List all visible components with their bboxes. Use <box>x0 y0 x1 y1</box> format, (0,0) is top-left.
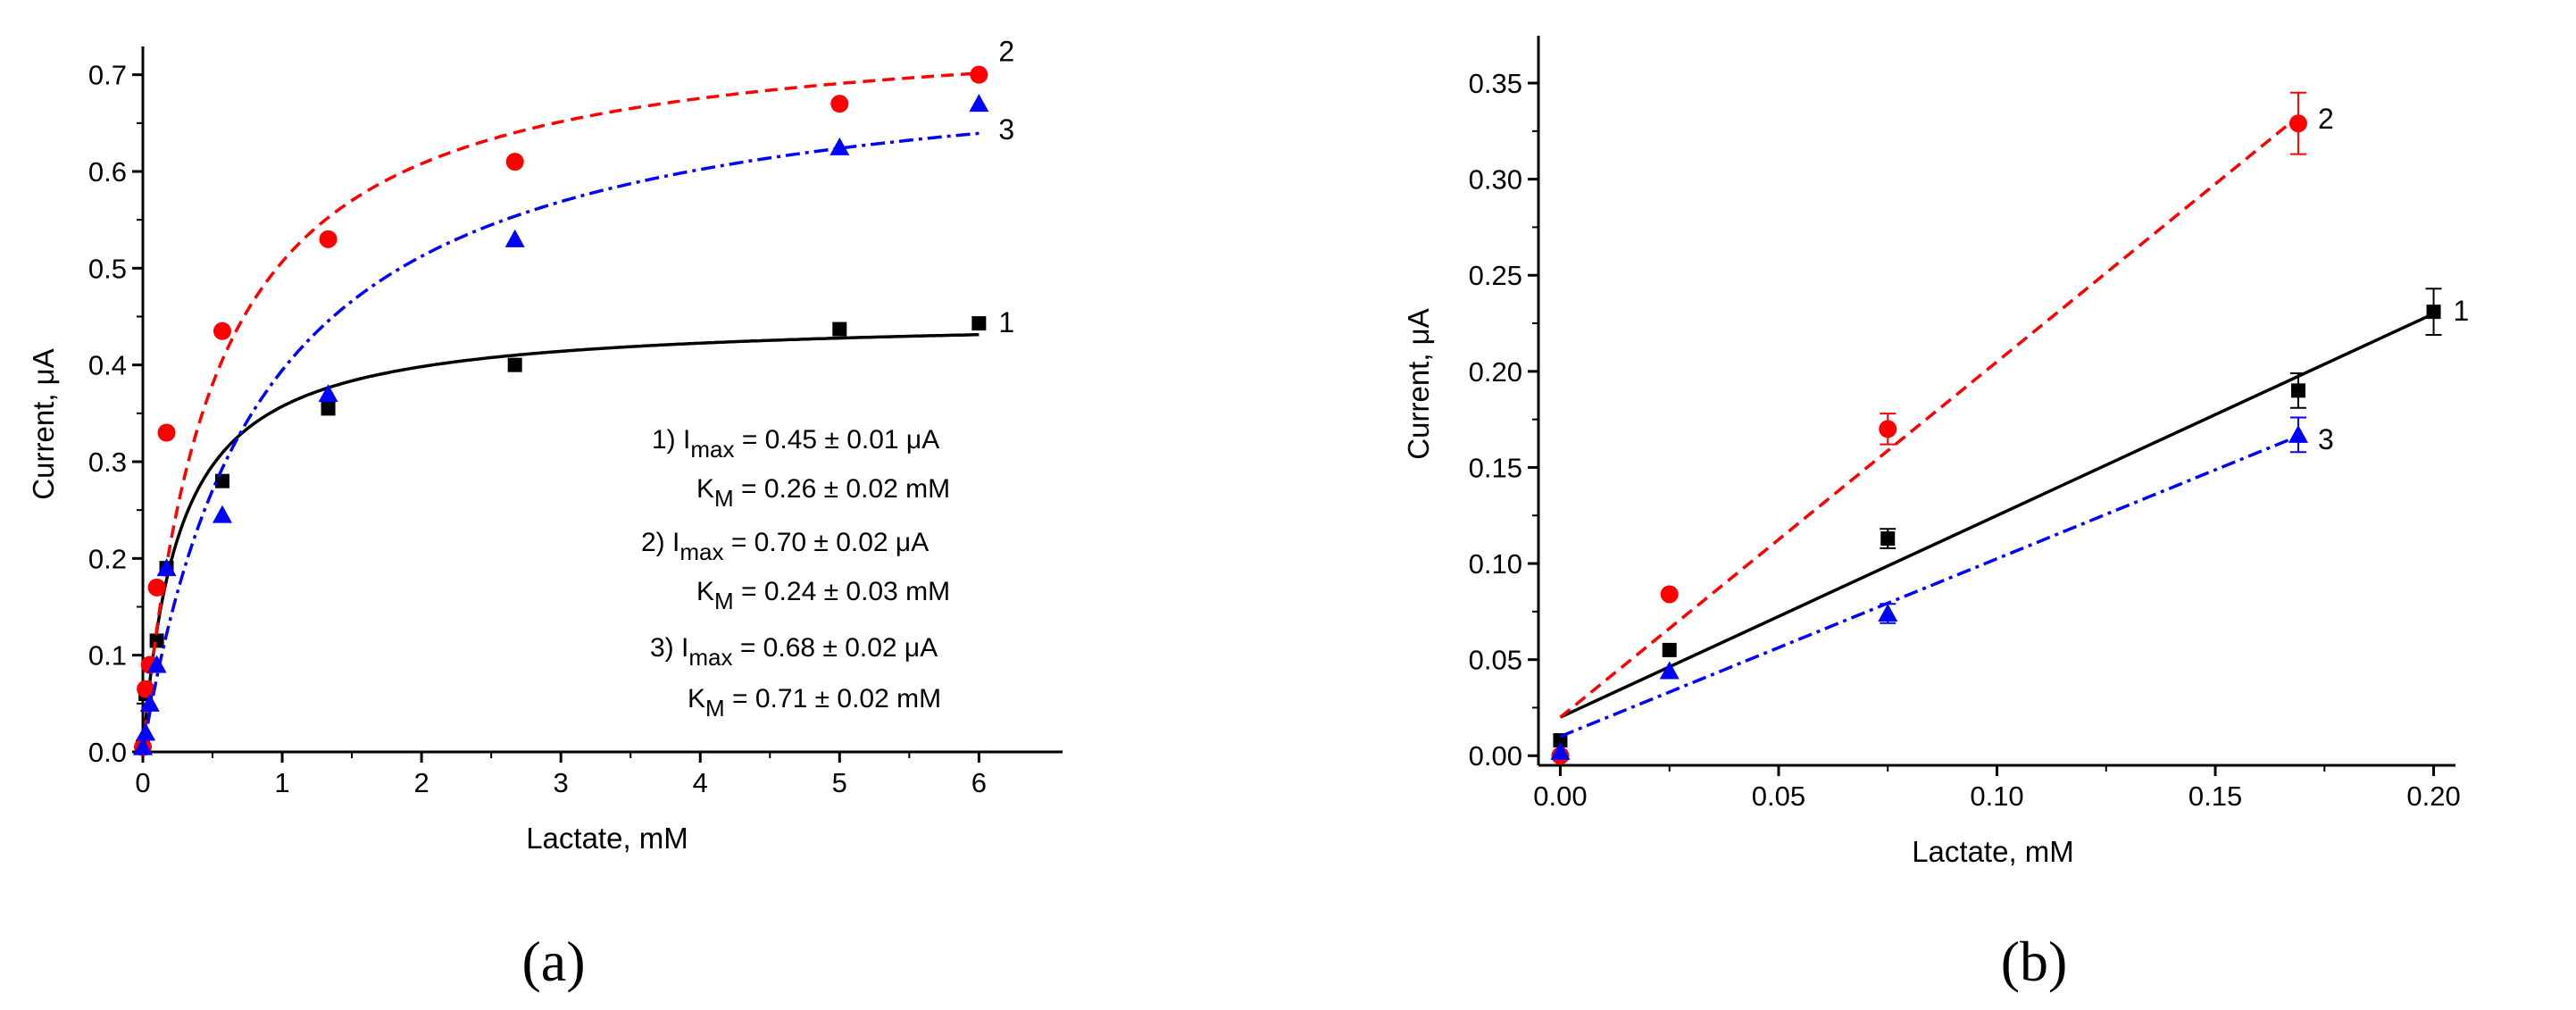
chart-a-point <box>133 737 153 755</box>
chart-a-x-tick-label: 6 <box>971 767 987 798</box>
chart-b-series-3: 3 <box>1550 416 2334 760</box>
chart-a-series-3: 3 <box>133 94 1014 755</box>
chart-a-y-tick-label: 0.0 <box>88 737 127 768</box>
chart-a-series-2: 2 <box>134 36 1014 756</box>
chart-a-y-tick-label: 0.6 <box>88 156 127 188</box>
chart-a-x-tick-label: 2 <box>413 767 429 798</box>
chart-a-annotation: 2) Imax = 0.70 ± 0.02 μA <box>641 528 929 565</box>
chart-a-annotation: KM = 0.71 ± 0.02 mM <box>688 684 941 722</box>
chart-b-x-tick-label: 0.20 <box>2406 780 2460 812</box>
chart-b-point <box>2288 424 2308 443</box>
chart-a-y-tick-label: 0.1 <box>88 640 127 672</box>
chart-a-fit-line-1 <box>141 332 980 753</box>
chart-a-x-tick-label: 0 <box>135 767 150 798</box>
chart-a-annotation: KM = 0.26 ± 0.02 mM <box>696 474 950 512</box>
chart-a-point <box>136 722 156 741</box>
chart-b-fit-line-1 <box>1559 312 2435 719</box>
chart-a-x-axis-label: Lactate, mM <box>526 822 688 855</box>
chart-b-point <box>1878 603 1898 622</box>
chart-b-point <box>2426 305 2441 320</box>
chart-b-point <box>1880 531 1896 547</box>
chart-a-y-tick-label: 0.4 <box>88 350 127 381</box>
chart-b-fit-line-3 <box>1559 434 2299 739</box>
chart-b-point <box>1662 642 1677 657</box>
chart-b-x-tick-label: 0.15 <box>2188 780 2242 812</box>
chart-b-x-tick-label: 0.10 <box>1970 780 2023 812</box>
chart-b-point <box>2288 114 2307 133</box>
chart-a-fit-line-2 <box>141 71 980 753</box>
chart-a-fit-line-3 <box>141 131 980 753</box>
chart-a-point <box>149 633 164 648</box>
chart-b-series-label: 3 <box>2318 423 2334 455</box>
chart-b-y-tick-label: 0.15 <box>1469 452 1522 483</box>
chart-a-x-tick-label: 4 <box>693 767 708 798</box>
chart-b-y-tick-label: 0.35 <box>1469 68 1522 99</box>
chart-a-point <box>212 505 232 523</box>
chart-a-panel-label: (a) <box>521 930 585 993</box>
chart-b-y-axis-label: Current, μA <box>1402 308 1435 459</box>
chart-a-point <box>156 558 177 577</box>
chart-a-point <box>214 473 229 488</box>
chart-a-point <box>318 384 338 403</box>
chart-b-series-1: 1 <box>1553 288 2470 748</box>
chart-b-y-tick-label: 0.10 <box>1469 548 1522 580</box>
chart-b: 0.00 0.05 0.10 0.15 0.20 0.00 0.05 0.10 0.15 0.20… <box>1402 36 2469 993</box>
chart-b-point <box>1659 661 1680 680</box>
chart-b-point <box>1879 420 1897 438</box>
chart-b-point <box>1553 733 1568 748</box>
chart-a-point <box>147 578 166 597</box>
chart-a-point <box>830 95 849 113</box>
chart-a-annotation: 3) Imax = 0.68 ± 0.02 μA <box>650 633 938 671</box>
chart-b-point <box>2290 383 2305 398</box>
chart-a-series-label: 2 <box>998 36 1014 68</box>
chart-a-y-axis-label: Current, μA <box>27 348 60 499</box>
chart-a-point <box>146 655 167 673</box>
chart-a-point <box>505 153 524 171</box>
chart-a-series-label: 3 <box>998 113 1014 146</box>
chart-a-point <box>971 316 987 331</box>
chart-a-point <box>321 401 336 416</box>
chart-a-point <box>319 230 338 248</box>
chart-a-y-tick-label: 0.2 <box>88 543 127 574</box>
chart-a-point <box>213 321 231 340</box>
chart-a-annotation: 1) Imax = 0.45 ± 0.01 μA <box>652 425 939 463</box>
chart-a-x-tick-label: 3 <box>554 767 569 798</box>
chart-b-series-label: 1 <box>2454 295 2470 327</box>
chart-a: 0 1 2 3 4 5 6 0.0 0.1 0.2 0.3 0.4 0.5 0.6 0.7 1 2 3 1) Im… <box>27 36 1063 993</box>
chart-a-point <box>137 680 155 698</box>
chart-a-annotation: KM = 0.24 ± 0.03 mM <box>696 577 950 614</box>
chart-a-x-tick-label: 5 <box>832 767 847 798</box>
chart-a-y-tick-label: 0.5 <box>88 253 127 284</box>
chart-a-point <box>829 137 850 155</box>
chart-a-point <box>504 229 525 247</box>
chart-b-x-tick-label: 0.05 <box>1752 780 1805 812</box>
chart-b-series-label: 2 <box>2318 103 2334 135</box>
chart-b-y-tick-label: 0.00 <box>1469 740 1522 772</box>
chart-b-fit-line-2 <box>1559 115 2300 719</box>
chart-b-y-tick-label: 0.05 <box>1469 645 1522 676</box>
chart-a-point <box>832 321 847 337</box>
chart-b-panel-label: (b) <box>2001 930 2068 993</box>
chart-b-x-tick-label: 0.00 <box>1533 780 1587 812</box>
chart-a-series-label: 1 <box>998 306 1014 338</box>
chart-a-point <box>157 423 176 442</box>
chart-a-point <box>969 94 989 113</box>
chart-b-y-tick-label: 0.30 <box>1469 164 1522 196</box>
chart-a-point <box>507 357 522 372</box>
chart-b-y-tick-label: 0.20 <box>1469 356 1522 388</box>
chart-b-x-axis-label: Lactate, mM <box>1912 835 2074 868</box>
chart-a-point <box>970 65 988 84</box>
chart-a-x-tick-label: 1 <box>274 767 289 798</box>
chart-b-series-2: 2 <box>1551 91 2334 765</box>
chart-b-point <box>1550 741 1571 760</box>
chart-a-point <box>139 693 160 712</box>
chart-a-y-tick-label: 0.3 <box>88 447 127 478</box>
chart-b-y-tick-label: 0.25 <box>1469 260 1522 291</box>
chart-a-y-tick-label: 0.7 <box>88 60 127 91</box>
chart-b-point <box>1660 585 1679 604</box>
